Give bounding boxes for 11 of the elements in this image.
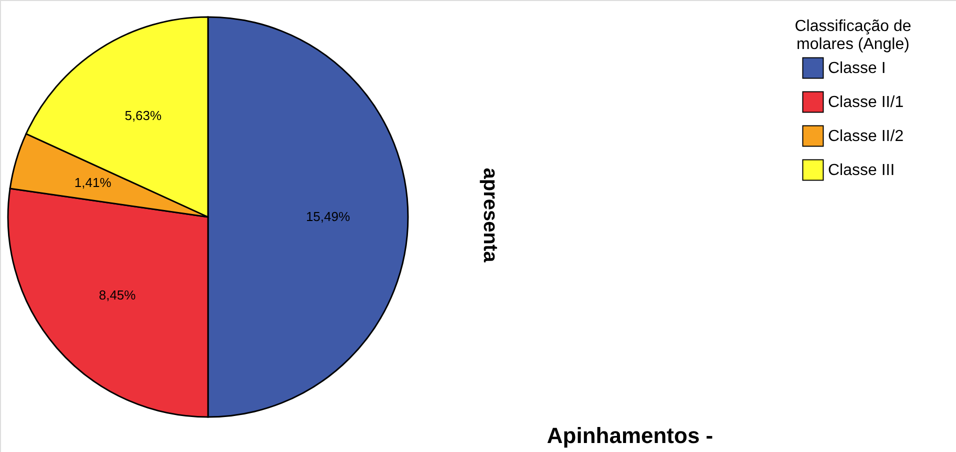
text: Apinhamentos - <box>546 423 714 448</box>
data-label: 15,49% <box>306 209 350 224</box>
legend-label: Classe III <box>828 162 895 179</box>
legend-label: Classe I <box>828 60 886 77</box>
data-label: 5,63% <box>124 108 162 124</box>
data-label: 1,41% <box>74 175 112 190</box>
legend-title: Classificação de molares (Angle) <box>794 18 912 53</box>
legend-label: Classe II/1 <box>828 94 904 111</box>
text: apresenta <box>479 168 501 264</box>
data-label: 8,45% <box>98 288 136 303</box>
legend-label: Classe II/2 <box>828 128 904 145</box>
